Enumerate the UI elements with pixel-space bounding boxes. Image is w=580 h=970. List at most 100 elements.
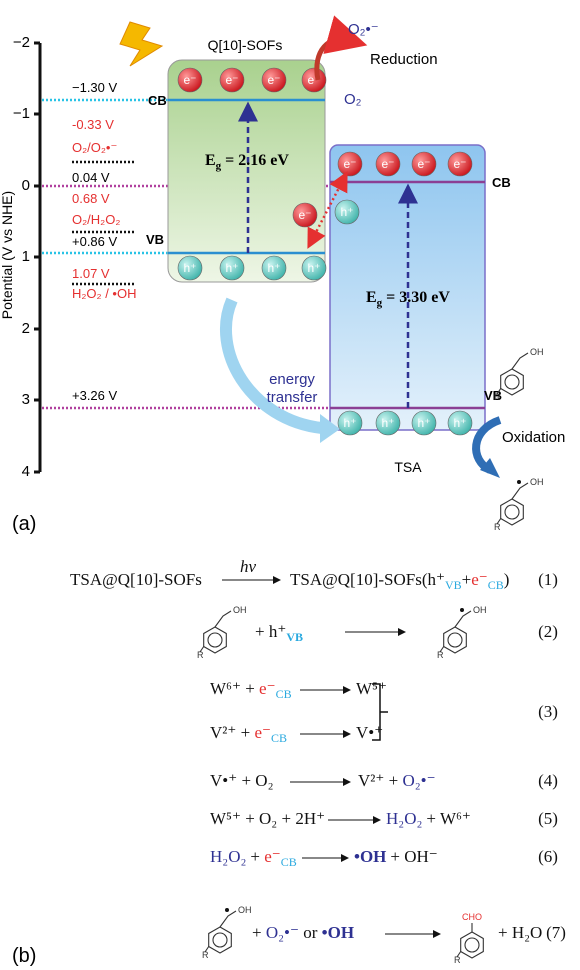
eg-value: = 3.30 eV	[382, 289, 450, 306]
eq-part: )	[504, 570, 510, 589]
oh-label: OH	[530, 347, 544, 357]
level-label: 0.04 V	[72, 170, 110, 185]
level-label: O₂/H₂O₂	[72, 212, 120, 227]
electron-label: e⁻	[183, 73, 196, 87]
eg: E	[205, 152, 216, 169]
eq-part: or	[299, 923, 322, 942]
eq-part: +	[252, 923, 266, 942]
molecule	[200, 611, 231, 653]
molecule	[205, 911, 236, 953]
reduction-product: O₂•⁻	[348, 21, 379, 38]
r-label: R	[454, 955, 461, 965]
eq-part: e⁻	[264, 847, 281, 866]
sofs-name: Q[10]-SOFs	[208, 37, 283, 53]
eq-part: O₂•⁻	[266, 923, 299, 942]
molecule	[497, 483, 528, 525]
cb-label: CB	[492, 175, 511, 190]
level-label: O₂/O₂•⁻	[72, 140, 117, 155]
electron-label: e⁻	[343, 157, 356, 171]
eq-part: H₂O₂	[210, 847, 246, 866]
tick-label: 0	[22, 177, 30, 194]
eq-part: + h⁺	[255, 622, 286, 641]
level-label: -0.33 V	[72, 117, 114, 132]
molecule	[457, 923, 483, 958]
r-label: R	[202, 950, 209, 960]
eq-number: (1)	[538, 570, 558, 589]
eq-part: •OH	[354, 847, 386, 866]
electron-label: e⁻	[225, 73, 238, 87]
tick-label: 2	[22, 320, 30, 337]
cho-label: CHO	[462, 912, 482, 922]
eq-part: O₂•⁻	[402, 771, 435, 790]
hole-label: h⁺	[307, 261, 320, 275]
reduction-reactant: O₂	[344, 91, 362, 108]
eq-number: (3)	[538, 702, 558, 721]
oh-label: OH	[473, 605, 487, 615]
molecule	[440, 611, 471, 653]
eq-part: e⁻	[471, 570, 488, 589]
hole-label: h⁺	[267, 261, 280, 275]
tsa-name: TSA	[394, 459, 422, 475]
eq-number: (6)	[538, 847, 558, 866]
eq-part: V²⁺ +	[210, 723, 254, 742]
electron-label: e⁻	[381, 157, 394, 171]
level-label: +3.26 V	[72, 388, 118, 403]
radical-dot	[460, 608, 464, 612]
tick-label: 1	[22, 248, 30, 265]
reduction-label: Reduction	[370, 51, 438, 68]
eq-part: +	[250, 847, 264, 866]
radical-dot	[517, 480, 521, 484]
electron-label: e⁻	[417, 157, 430, 171]
axis-title: Potential (V vs NHE)	[0, 191, 15, 319]
equation: H₂O₂+ W⁶⁺	[386, 809, 471, 828]
eq-number: (5)	[538, 809, 558, 828]
eq-sub: VB	[286, 630, 303, 644]
tick-label: 3	[22, 391, 30, 408]
oh-label: OH	[530, 477, 544, 487]
vb-label: VB	[146, 232, 164, 247]
eg-value: = 2.16 eV	[221, 152, 289, 169]
eq-part: +	[462, 570, 472, 589]
tick-label: −2	[13, 34, 30, 51]
hole-label: h⁺	[340, 205, 353, 219]
panel-label: (b)	[12, 945, 36, 967]
eg: E	[366, 289, 377, 306]
eq-part: + W⁶⁺	[426, 809, 470, 828]
molecule	[497, 353, 528, 395]
electron-label: e⁻	[298, 208, 311, 222]
level-label: −1.30 V	[72, 80, 118, 95]
hole-label: h⁺	[453, 416, 466, 430]
r-label: R	[494, 392, 501, 402]
equation: TSA@Q[10]-SOFs(h⁺VB+e⁻CB)	[290, 570, 509, 592]
eq-part: W⁵⁺ + O₂ + 2H⁺	[210, 809, 325, 828]
level-label: 0.68 V	[72, 191, 110, 206]
eq-part: e⁻	[259, 679, 276, 698]
hole-label: h⁺	[417, 416, 430, 430]
level-label: 1.07 V	[72, 266, 110, 281]
axis: −2 −1 0 1 2 3 4 Potential (V vs NHE)	[0, 34, 40, 480]
lightning	[120, 22, 162, 66]
oxidation-label: Oxidation	[502, 429, 565, 446]
sofs-box	[168, 60, 325, 282]
tick-label: −1	[13, 105, 30, 122]
electron-label: e⁻	[267, 73, 280, 87]
equation: TSA@Q[10]-SOFs	[70, 570, 202, 589]
eq-part: V•⁺	[356, 723, 383, 742]
eq-part: TSA@Q[10]-SOFs	[70, 570, 202, 589]
equation: V²⁺ + O₂•⁻	[358, 771, 436, 790]
eq-sub: VB	[445, 578, 462, 592]
eq-part: V²⁺ +	[358, 771, 402, 790]
oh-label: OH	[233, 605, 247, 615]
eq-sub: CB	[488, 578, 504, 592]
panel-label: (a)	[12, 513, 36, 535]
eq-number: (2)	[538, 622, 558, 641]
eq-part: W⁶⁺ +	[210, 679, 259, 698]
hole-label: h⁺	[183, 261, 196, 275]
eq-part: V•⁺ + O₂	[210, 771, 274, 790]
eq-part: W⁵⁺	[356, 679, 387, 698]
eq-sub: CB	[271, 731, 287, 745]
figure: −2 −1 0 1 2 3 4 Potential (V vs NHE) −1.…	[0, 0, 580, 970]
cb-label: CB	[148, 93, 167, 108]
eq-sub: CB	[276, 687, 292, 701]
hole-label: h⁺	[343, 416, 356, 430]
